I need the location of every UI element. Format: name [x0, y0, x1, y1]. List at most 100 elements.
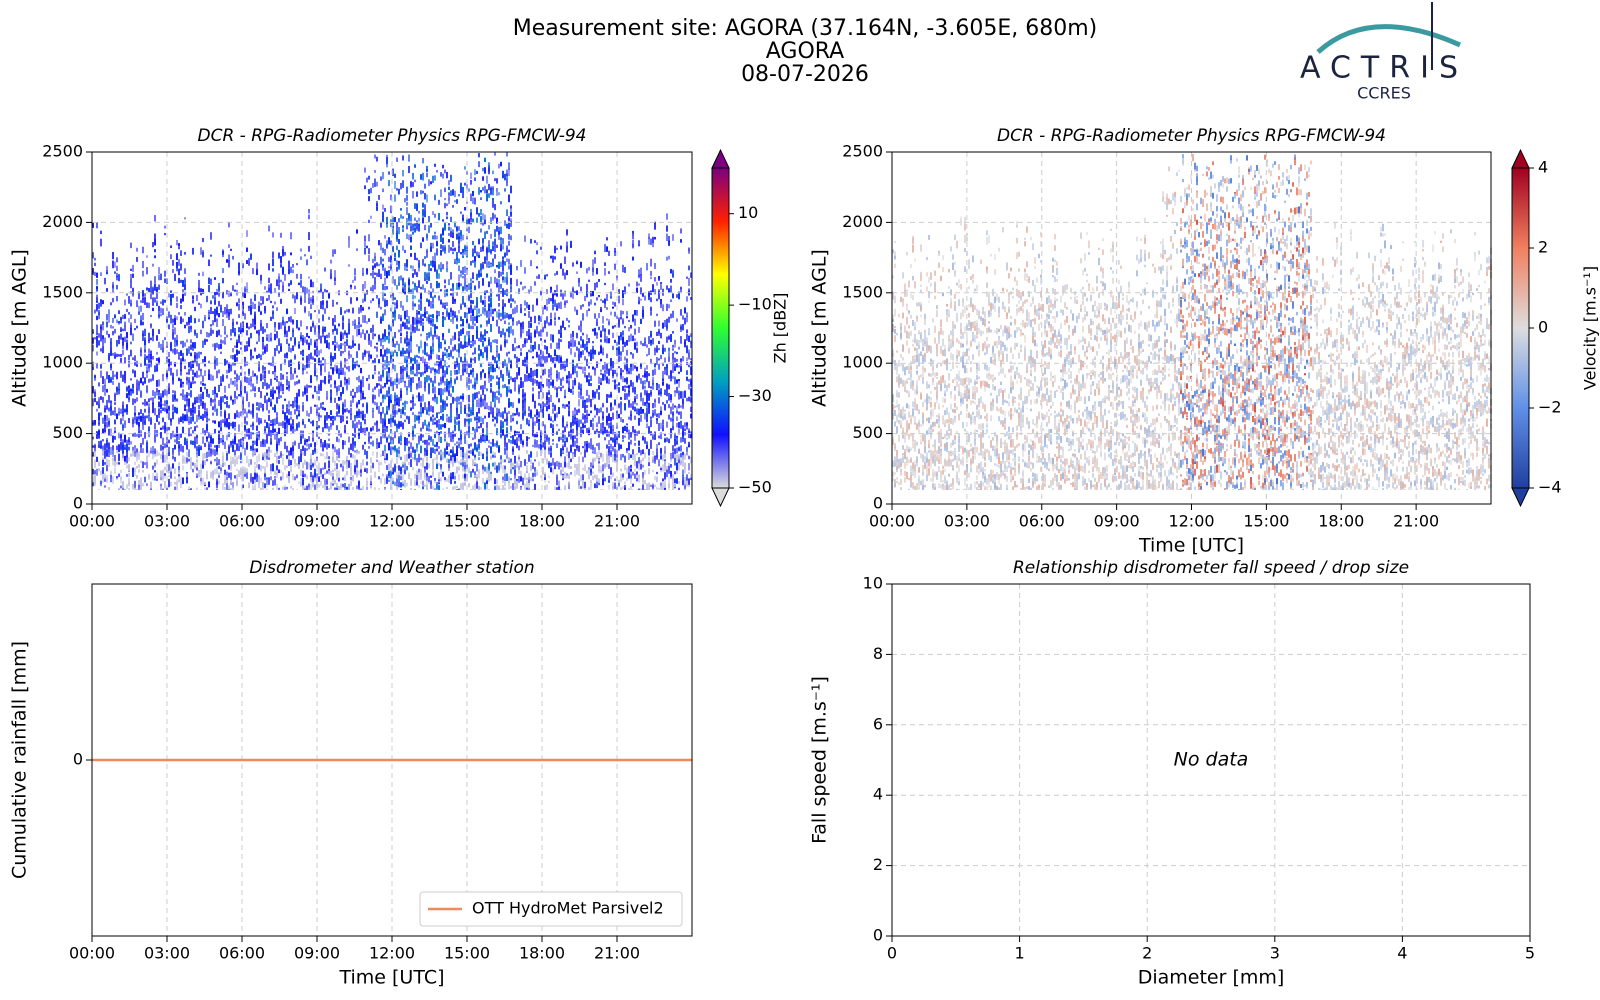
radar-cell [406, 202, 408, 206]
radar-cell [266, 403, 268, 411]
radar-cell [218, 344, 220, 349]
radar-cell [110, 350, 112, 356]
radar-cell [250, 349, 252, 355]
radar-cell [306, 356, 308, 363]
radar-cell [144, 293, 146, 296]
radar-cell [136, 434, 138, 437]
radar-cell [400, 334, 402, 336]
radar-cell [382, 345, 384, 349]
radar-cell [380, 436, 382, 444]
radar-cell [462, 298, 464, 305]
radar-cell [480, 324, 482, 327]
radar-cell [208, 369, 210, 372]
radar-cell [174, 318, 176, 325]
radar-cell [420, 469, 422, 476]
radar-cell [418, 469, 420, 473]
radar-cell [436, 335, 438, 340]
radar-cell [142, 413, 144, 418]
radar-cell [272, 387, 274, 395]
radar-cell [256, 448, 258, 452]
radar-cell [258, 387, 260, 392]
radar-cell [190, 353, 192, 356]
radar-cell [354, 343, 356, 345]
radar-cell [436, 281, 438, 288]
radar-cell [290, 404, 292, 406]
radar-cell [328, 439, 330, 441]
radar-cell [456, 234, 458, 240]
radar-cell [112, 381, 114, 385]
radar-cell [188, 393, 190, 396]
radar-cell [310, 279, 312, 287]
radar-cell [222, 483, 224, 490]
radar-cell [218, 283, 220, 291]
radar-cell [278, 488, 280, 490]
radar-cell [158, 379, 160, 386]
radar-cell [250, 333, 252, 338]
radar-cell [114, 436, 116, 440]
radar-cell [468, 395, 470, 402]
radar-cell [448, 433, 450, 437]
radar-cell [260, 303, 262, 306]
radar-cell [218, 421, 220, 427]
radar-cell [424, 350, 426, 355]
radar-cell [150, 315, 152, 317]
radar-cell [464, 281, 466, 289]
radar-cell [474, 360, 476, 363]
radar-cell [420, 357, 422, 361]
radar-cell [282, 317, 284, 324]
radar-cell [386, 217, 388, 224]
radar-cell [142, 424, 144, 430]
radar-cell [254, 462, 256, 465]
radar-cell [446, 382, 448, 387]
radar-cell [138, 426, 140, 433]
radar-cell [168, 293, 170, 297]
radar-cell [100, 348, 102, 351]
radar-cell [186, 395, 188, 401]
radar-cell [262, 440, 264, 447]
radar-cell [426, 463, 428, 470]
radar-cell [450, 272, 452, 280]
radar-cell [132, 265, 134, 272]
radar-cell [430, 243, 432, 250]
radar-cell [422, 407, 424, 413]
radar-cell [244, 430, 246, 432]
radar-cell [278, 253, 280, 259]
radar-cell [264, 329, 266, 333]
radar-cell [118, 274, 120, 281]
radar-cell [126, 343, 128, 350]
radar-cell [210, 398, 212, 403]
radar-cell [378, 298, 380, 304]
radar-cell [214, 429, 216, 434]
radar-cell [452, 487, 454, 490]
radar-cell [296, 274, 298, 279]
radar-cell [100, 335, 102, 342]
radar-cell [274, 348, 276, 352]
radar-cell [144, 297, 146, 305]
radar-cell [406, 438, 408, 446]
radar-cell [114, 402, 116, 404]
radar-cell [278, 280, 280, 287]
radar-cell [410, 245, 412, 249]
radar-cell [352, 340, 354, 347]
radar-cell [412, 266, 414, 272]
radar-cell [406, 483, 408, 487]
radar-cell [476, 422, 478, 428]
radar-cell [320, 468, 322, 473]
radar-cell [326, 452, 328, 459]
radar-cell [176, 296, 178, 301]
radar-cell [266, 489, 268, 490]
radar-cell [226, 472, 228, 476]
radar-cell [372, 451, 374, 455]
radar-cell [418, 304, 420, 310]
radar-cell [148, 349, 150, 354]
radar-cell [386, 438, 388, 440]
radar-cell [404, 250, 406, 253]
radar-cell [146, 287, 148, 290]
radar-cell [434, 481, 436, 483]
radar-cell [402, 216, 404, 218]
radar-cell [158, 357, 160, 363]
radar-cell [400, 315, 402, 319]
radar-cell [210, 300, 212, 304]
radar-cell [154, 365, 156, 372]
radar-cell [238, 446, 240, 451]
